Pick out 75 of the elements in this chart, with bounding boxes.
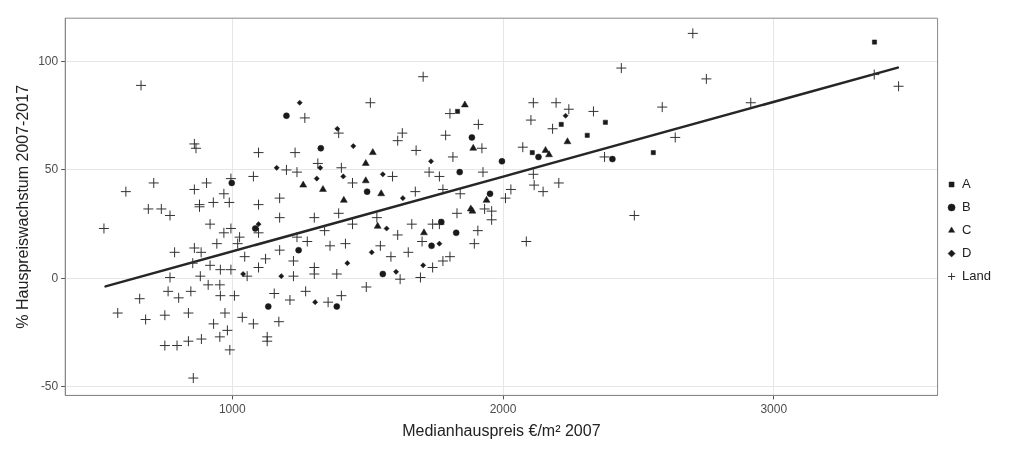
point (455, 109, 460, 114)
y-tick-label: -50 (40, 379, 59, 394)
point (529, 150, 535, 155)
point (317, 145, 325, 152)
point (255, 221, 262, 227)
point (872, 39, 877, 45)
point (383, 225, 390, 232)
x-tick-label: 3000 (760, 401, 788, 416)
point (317, 164, 324, 171)
point (650, 150, 656, 155)
legend-label: B (962, 199, 971, 215)
point (584, 132, 590, 138)
point (299, 180, 307, 188)
point (373, 222, 382, 229)
legend-label: A (962, 176, 972, 192)
point (265, 303, 272, 310)
point (468, 134, 476, 141)
y-tick-label: 50 (44, 162, 59, 177)
point (340, 173, 347, 180)
point (252, 225, 259, 232)
point (428, 242, 435, 250)
x-tick-label: 2000 (489, 401, 517, 416)
point (312, 299, 318, 306)
point (400, 195, 406, 201)
point (562, 112, 569, 119)
point (436, 240, 443, 247)
point (295, 246, 302, 254)
y-tick-label: 100 (38, 53, 59, 68)
point (438, 218, 445, 226)
point (609, 155, 616, 163)
point (273, 164, 280, 171)
point (420, 262, 426, 269)
point (379, 270, 387, 278)
point (486, 190, 494, 198)
point (334, 125, 341, 132)
point (498, 158, 506, 165)
point (482, 196, 491, 203)
point (428, 158, 434, 165)
point (368, 249, 375, 256)
point (461, 100, 469, 108)
point (452, 229, 460, 237)
point (296, 99, 303, 106)
point (469, 144, 477, 151)
point (350, 143, 357, 149)
point (456, 168, 463, 176)
y-axis-title: % Hauspreiswachstum 2007-2017 (14, 84, 32, 329)
point (340, 196, 348, 203)
point (283, 112, 290, 119)
point (278, 273, 285, 280)
point (541, 146, 550, 153)
point (319, 185, 327, 192)
point (379, 171, 386, 178)
legend-label: D (962, 245, 972, 261)
point (603, 119, 608, 125)
x-tick-label: 1000 (218, 401, 246, 416)
point (228, 179, 235, 187)
point (369, 148, 377, 155)
point (563, 137, 572, 145)
point (545, 150, 553, 158)
point (362, 176, 370, 184)
point (558, 122, 564, 127)
point (535, 153, 542, 161)
legend-label: Land (962, 268, 991, 284)
point (362, 159, 370, 166)
point (363, 188, 371, 195)
legend-label: C (962, 222, 972, 238)
y-tick-label: 0 (51, 270, 59, 285)
x-axis-title: Medianhauspreis €/m² 2007 (402, 421, 601, 439)
point (240, 271, 246, 277)
point (393, 268, 399, 275)
point (377, 189, 385, 197)
point (344, 260, 351, 267)
point (333, 303, 341, 310)
point (420, 228, 428, 236)
point (313, 175, 320, 182)
